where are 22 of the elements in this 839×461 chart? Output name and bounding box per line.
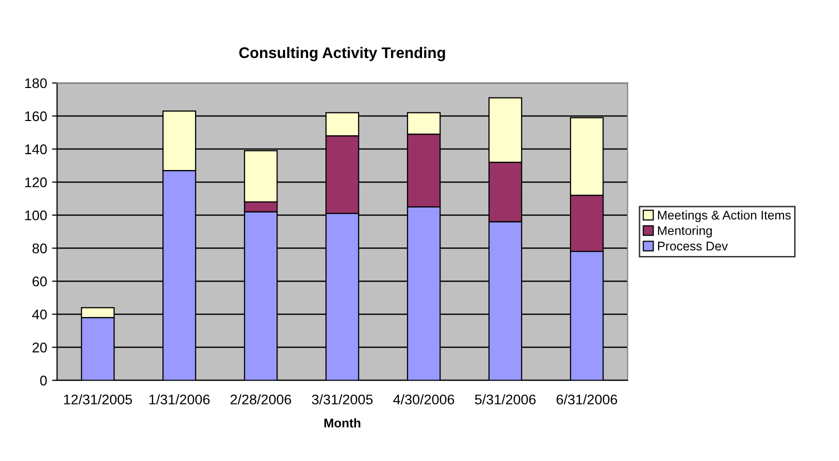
x-tick-label: 5/31/2006 xyxy=(474,394,536,404)
x-tick-label: 6/31/2006 xyxy=(556,394,618,404)
legend-label: Mentoring xyxy=(658,226,712,238)
y-tick-label: 60 xyxy=(32,276,47,286)
x-tick-label: 3/31/2005 xyxy=(312,394,373,404)
chart-title: Consulting Activity Trending xyxy=(239,46,445,62)
x-tick-label: 4/30/2006 xyxy=(393,394,454,404)
legend-label: Meetings & Action Items xyxy=(658,210,791,222)
y-tick-label: 160 xyxy=(25,111,47,122)
y-tick-label: 40 xyxy=(32,310,47,320)
y-tick-label: 140 xyxy=(25,144,47,154)
y-tick-label: 0 xyxy=(40,376,47,386)
y-tick-label: 180 xyxy=(25,78,47,88)
y-tick-label: 80 xyxy=(32,244,47,254)
y-tick-label: 20 xyxy=(32,342,47,352)
x-tick-label: 2/28/2006 xyxy=(230,394,292,404)
x-tick-label: 1/31/2006 xyxy=(149,394,210,404)
legend-label: Process Dev xyxy=(658,242,728,251)
y-tick-label: 100 xyxy=(25,210,47,220)
x-tick-label: 12/31/2005 xyxy=(64,394,132,404)
y-tick-label: 120 xyxy=(25,177,47,188)
x-axis-title: Month xyxy=(324,418,360,428)
